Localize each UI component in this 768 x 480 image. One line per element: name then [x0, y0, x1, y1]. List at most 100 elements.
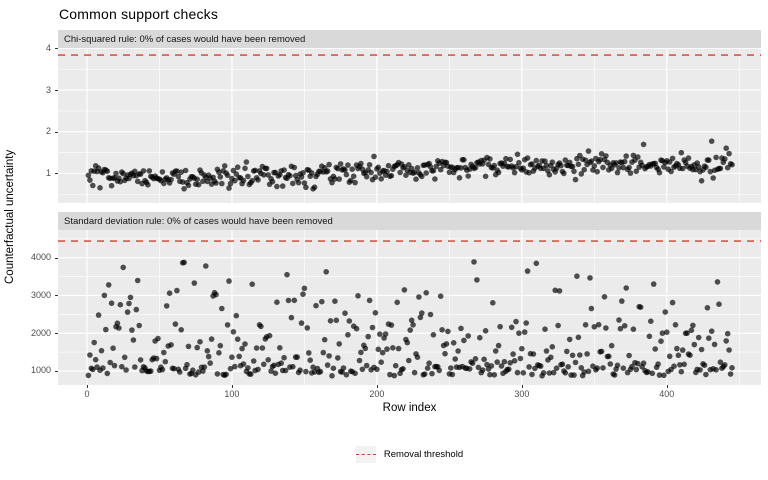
data-point: [200, 178, 206, 185]
data-point: [495, 169, 502, 176]
data-point: [616, 317, 622, 323]
data-point: [249, 177, 255, 184]
data-point: [439, 327, 445, 333]
data-point: [652, 346, 658, 352]
data-point: [113, 170, 119, 177]
data-point: [659, 330, 666, 336]
data-point: [616, 165, 622, 171]
data-point: [140, 168, 147, 174]
data-point: [697, 367, 703, 373]
data-point: [546, 172, 553, 178]
data-point: [724, 164, 731, 171]
data-point: [594, 365, 600, 371]
data-point: [208, 336, 215, 342]
data-point: [510, 351, 516, 357]
data-point: [387, 371, 393, 378]
data-point: [134, 277, 141, 284]
data-point: [690, 322, 696, 329]
data-point: [230, 329, 237, 335]
data-point: [723, 338, 729, 344]
data-point: [555, 322, 561, 329]
data-point: [413, 176, 419, 182]
data-point: [311, 184, 318, 190]
data-point: [213, 180, 219, 186]
data-point: [301, 285, 308, 292]
y-tick-label: 3: [45, 84, 51, 95]
data-point: [345, 332, 351, 338]
data-point: [562, 157, 569, 163]
data-point: [234, 336, 241, 342]
data-point: [297, 367, 303, 373]
data-point: [217, 342, 224, 349]
data-point: [146, 168, 153, 174]
data-point: [575, 334, 582, 341]
facet-strip-std-deviation-label: Standard deviation rule: 0% of cases wou…: [64, 215, 333, 227]
data-point: [621, 158, 628, 165]
data-point: [419, 310, 425, 316]
data-point: [290, 363, 296, 370]
data-point: [281, 167, 287, 173]
data-point: [482, 173, 489, 180]
data-point: [327, 318, 334, 324]
data-point: [194, 344, 200, 351]
data-point: [130, 337, 137, 343]
data-point: [392, 362, 399, 369]
data-point: [465, 173, 472, 179]
data-point: [171, 365, 177, 372]
data-point: [445, 328, 451, 335]
data-point: [582, 322, 589, 328]
data-point: [397, 169, 403, 176]
data-point: [711, 341, 718, 348]
data-point: [655, 361, 661, 367]
x-tick-mark: [521, 385, 523, 388]
data-point: [265, 172, 271, 178]
data-point: [90, 366, 96, 373]
data-point: [174, 168, 180, 174]
data-point: [363, 362, 370, 369]
data-point: [656, 372, 663, 378]
data-point: [406, 357, 412, 364]
data-point: [640, 141, 647, 148]
data-point: [427, 311, 434, 318]
data-point: [404, 339, 411, 346]
data-point: [623, 153, 629, 159]
data-point: [450, 340, 457, 346]
data-point: [601, 294, 608, 300]
data-point: [137, 357, 144, 363]
data-point: [155, 335, 161, 342]
data-point: [490, 300, 496, 306]
data-point: [578, 365, 585, 371]
data-point: [540, 370, 547, 376]
data-point: [546, 370, 553, 376]
data-point: [232, 363, 238, 370]
data-point: [368, 169, 374, 176]
data-point: [514, 151, 521, 158]
data-point: [600, 365, 606, 371]
data-point: [488, 363, 495, 369]
data-point: [587, 275, 593, 281]
data-point: [717, 165, 724, 172]
chi-squared-scatter-canvas: [58, 48, 761, 203]
data-point: [455, 348, 461, 354]
data-point: [323, 269, 330, 275]
data-point: [626, 352, 632, 359]
data-point: [291, 297, 298, 304]
data-point: [550, 369, 557, 376]
data-point: [414, 165, 421, 171]
legend-label: Removal threshold: [383, 448, 464, 460]
data-point: [310, 364, 316, 370]
data-point: [300, 170, 306, 176]
data-point: [729, 365, 735, 371]
x-tick-mark: [376, 385, 378, 388]
data-point: [506, 366, 512, 373]
data-point: [168, 342, 174, 348]
data-point: [430, 168, 437, 174]
data-point: [537, 363, 544, 369]
data-point: [98, 347, 105, 354]
x-tick-label: 0: [84, 389, 90, 399]
data-point: [324, 362, 331, 368]
data-point: [469, 360, 476, 366]
facet-strip-chi-squared: Chi-squared rule: 0% of cases would have…: [58, 30, 761, 48]
data-point: [677, 362, 683, 368]
data-point: [650, 281, 657, 287]
